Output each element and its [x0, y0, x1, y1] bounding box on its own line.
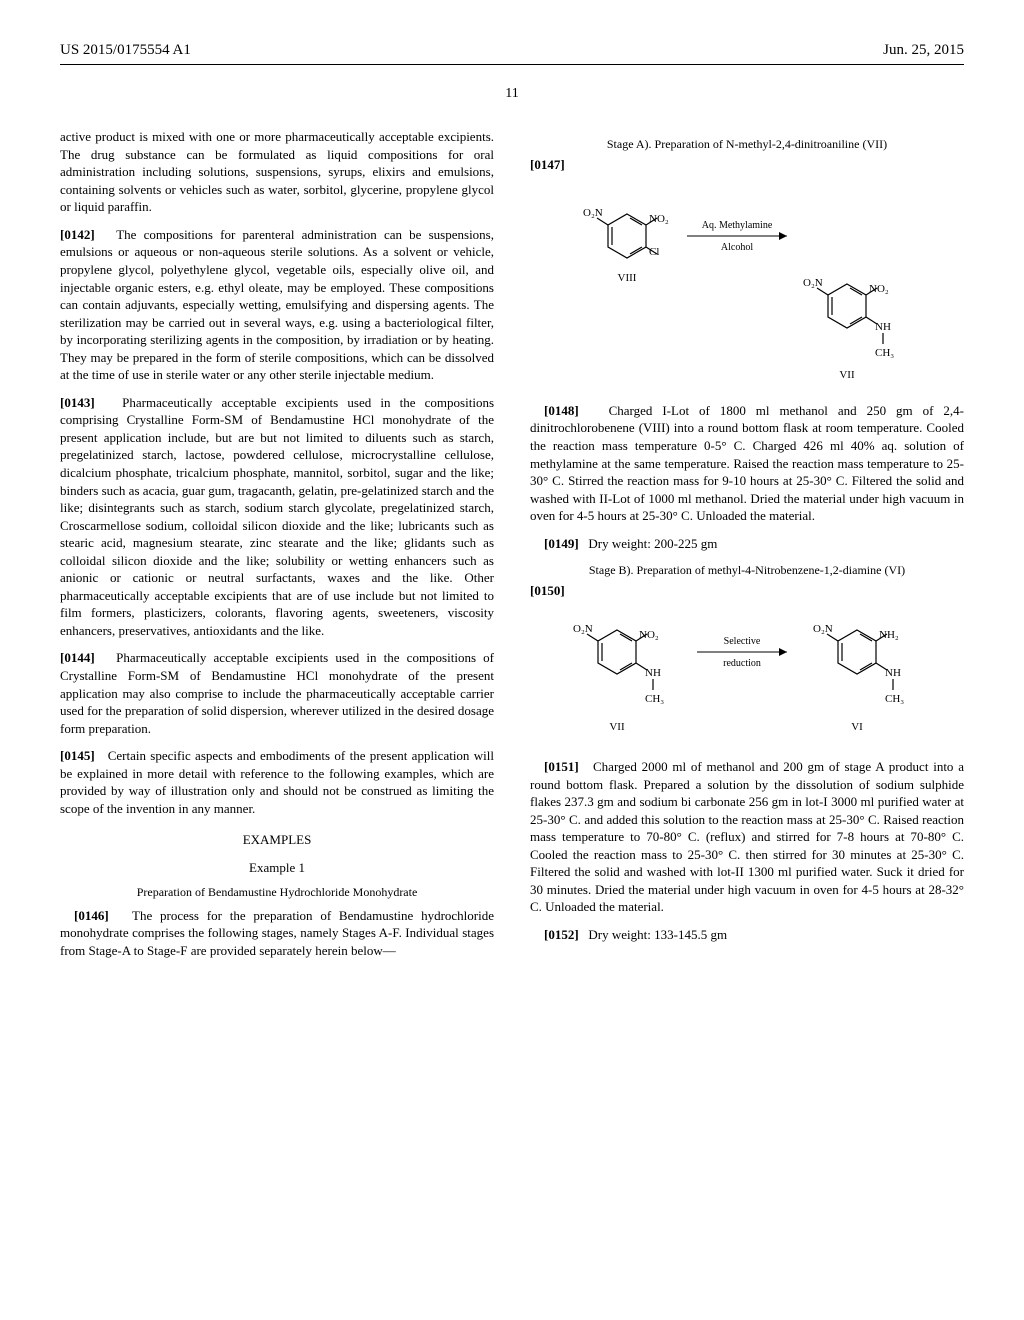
label-o2n: O₂N	[813, 623, 833, 635]
reaction-scheme-a: O₂N NO₂ Cl VIII Aq. Methylamine Alcohol	[530, 186, 964, 386]
example-title: Preparation of Bendamustine Hydrochlorid…	[60, 884, 494, 900]
label-o2n: O₂N	[803, 277, 823, 289]
paragraph-text: Dry weight: 133-145.5 gm	[588, 927, 727, 942]
scheme-b-svg: O₂N NO₂ NH CH₃ VII Selective reduction	[547, 612, 947, 742]
right-column: Stage A). Preparation of N-methyl-2,4-di…	[530, 128, 964, 969]
paragraph: [0152] Dry weight: 133-145.5 gm	[530, 926, 964, 944]
example-number: Example 1	[60, 859, 494, 877]
publication-date: Jun. 25, 2015	[883, 40, 964, 60]
paragraph-text: The compositions for parenteral administ…	[60, 227, 494, 382]
page-header: US 2015/0175554 A1 Jun. 25, 2015	[60, 40, 964, 65]
paragraph-text: Certain specific aspects and embodiments…	[60, 748, 494, 816]
paragraph: [0145] Certain specific aspects and embo…	[60, 747, 494, 817]
two-column-layout: active product is mixed with one or more…	[60, 128, 964, 969]
paragraph: [0142] The compositions for parenteral a…	[60, 226, 494, 384]
examples-heading: EXAMPLES	[60, 831, 494, 849]
label-nh: NH	[875, 321, 891, 333]
paragraph-text: Charged 2000 ml of methanol and 200 gm o…	[530, 759, 964, 914]
label-ch3: CH₃	[885, 693, 904, 705]
label-no2: NO₂	[869, 283, 889, 295]
paragraph-text: Charged I-Lot of 1800 ml methanol and 25…	[530, 403, 964, 523]
paragraph-ref: [0143]	[60, 395, 95, 410]
paragraph-ref: [0147]	[530, 157, 565, 172]
compound-vii-label: VII	[609, 721, 625, 733]
paragraph: [0144] Pharmaceutically acceptable excip…	[60, 649, 494, 737]
paragraph: [0143] Pharmaceutically acceptable excip…	[60, 394, 494, 640]
paragraph: [0146] The process for the preparation o…	[60, 907, 494, 960]
paragraph-text: The process for the preparation of Benda…	[60, 908, 494, 958]
paragraph: [0151] Charged 2000 ml of methanol and 2…	[530, 758, 964, 916]
paragraph: [0149] Dry weight: 200-225 gm	[530, 535, 964, 553]
label-no2: NO₂	[639, 629, 659, 641]
paragraph-text: Dry weight: 200-225 gm	[588, 536, 717, 551]
reagent-bottom: reduction	[723, 658, 761, 669]
paragraph: [0148] Charged I-Lot of 1800 ml methanol…	[530, 402, 964, 525]
compound-vi-label: VI	[851, 721, 863, 733]
paragraph-ref: [0144]	[60, 650, 95, 665]
paragraph-ref: [0150]	[530, 583, 565, 598]
reagent-bottom: Alcohol	[721, 242, 753, 253]
compound-vii-label: VII	[839, 369, 855, 381]
reagent-top: Aq. Methylamine	[702, 220, 773, 231]
paragraph-ref: [0142]	[60, 227, 95, 242]
compound-viii-label: VIII	[618, 272, 637, 284]
left-column: active product is mixed with one or more…	[60, 128, 494, 969]
paragraph-text: Pharmaceutically acceptable excipients u…	[60, 650, 494, 735]
paragraph-ref: [0151]	[544, 759, 579, 774]
label-nh: NH	[885, 667, 901, 679]
paragraph-ref: [0146]	[74, 908, 109, 923]
patent-number: US 2015/0175554 A1	[60, 40, 191, 60]
paragraph-ref: [0149]	[544, 536, 579, 551]
stage-a-title: Stage A). Preparation of N-methyl-2,4-di…	[530, 136, 964, 152]
label-nh2: NH₂	[879, 629, 899, 641]
label-no2: NO₂	[649, 213, 669, 225]
reaction-scheme-b: O₂N NO₂ NH CH₃ VII Selective reduction	[530, 612, 964, 742]
paragraph: [0150]	[530, 582, 964, 600]
paragraph-ref: [0145]	[60, 748, 95, 763]
paragraph-ref: [0152]	[544, 927, 579, 942]
page-number: 11	[60, 85, 964, 104]
label-ch3: CH₃	[645, 693, 664, 705]
stage-b-title: Stage B). Preparation of methyl-4-Nitrob…	[530, 562, 964, 578]
label-o2n: O₂N	[583, 207, 603, 219]
paragraph: [0147]	[530, 156, 964, 174]
paragraph-ref: [0148]	[544, 403, 579, 418]
reagent-top: Selective	[724, 636, 761, 647]
label-nh: NH	[645, 667, 661, 679]
scheme-a-svg: O₂N NO₂ Cl VIII Aq. Methylamine Alcohol	[557, 186, 937, 386]
paragraph: active product is mixed with one or more…	[60, 128, 494, 216]
label-ch3: CH₃	[875, 347, 894, 359]
label-o2n: O₂N	[573, 623, 593, 635]
paragraph-text: Pharmaceutically acceptable excipients u…	[60, 395, 494, 638]
